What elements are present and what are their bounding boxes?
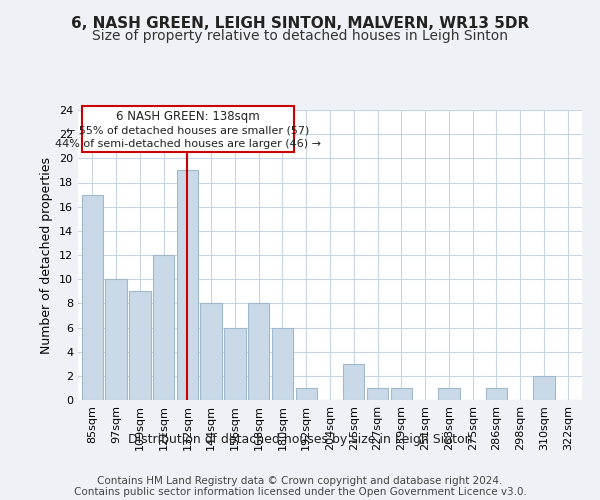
Bar bbox=[224, 328, 245, 400]
Text: Distribution of detached houses by size in Leigh Sinton: Distribution of detached houses by size … bbox=[128, 432, 472, 446]
Text: 44% of semi-detached houses are larger (46) →: 44% of semi-detached houses are larger (… bbox=[55, 139, 321, 149]
Bar bbox=[343, 364, 364, 400]
Text: 6, NASH GREEN, LEIGH SINTON, MALVERN, WR13 5DR: 6, NASH GREEN, LEIGH SINTON, MALVERN, WR… bbox=[71, 16, 529, 31]
Bar bbox=[296, 388, 317, 400]
Bar bbox=[176, 170, 198, 400]
Bar bbox=[533, 376, 554, 400]
Bar bbox=[106, 279, 127, 400]
Bar bbox=[129, 291, 151, 400]
Bar bbox=[486, 388, 507, 400]
FancyBboxPatch shape bbox=[82, 106, 295, 152]
Bar bbox=[272, 328, 293, 400]
Bar bbox=[200, 304, 222, 400]
Text: 6 NASH GREEN: 138sqm: 6 NASH GREEN: 138sqm bbox=[116, 110, 260, 123]
Text: ← 55% of detached houses are smaller (57): ← 55% of detached houses are smaller (57… bbox=[66, 126, 310, 136]
Text: Contains HM Land Registry data © Crown copyright and database right 2024.: Contains HM Land Registry data © Crown c… bbox=[97, 476, 503, 486]
Text: Size of property relative to detached houses in Leigh Sinton: Size of property relative to detached ho… bbox=[92, 29, 508, 43]
Text: Contains public sector information licensed under the Open Government Licence v3: Contains public sector information licen… bbox=[74, 487, 526, 497]
Bar bbox=[153, 255, 174, 400]
Bar bbox=[367, 388, 388, 400]
Bar bbox=[82, 194, 103, 400]
Y-axis label: Number of detached properties: Number of detached properties bbox=[40, 156, 53, 354]
Bar bbox=[391, 388, 412, 400]
Bar bbox=[438, 388, 460, 400]
Bar bbox=[248, 304, 269, 400]
